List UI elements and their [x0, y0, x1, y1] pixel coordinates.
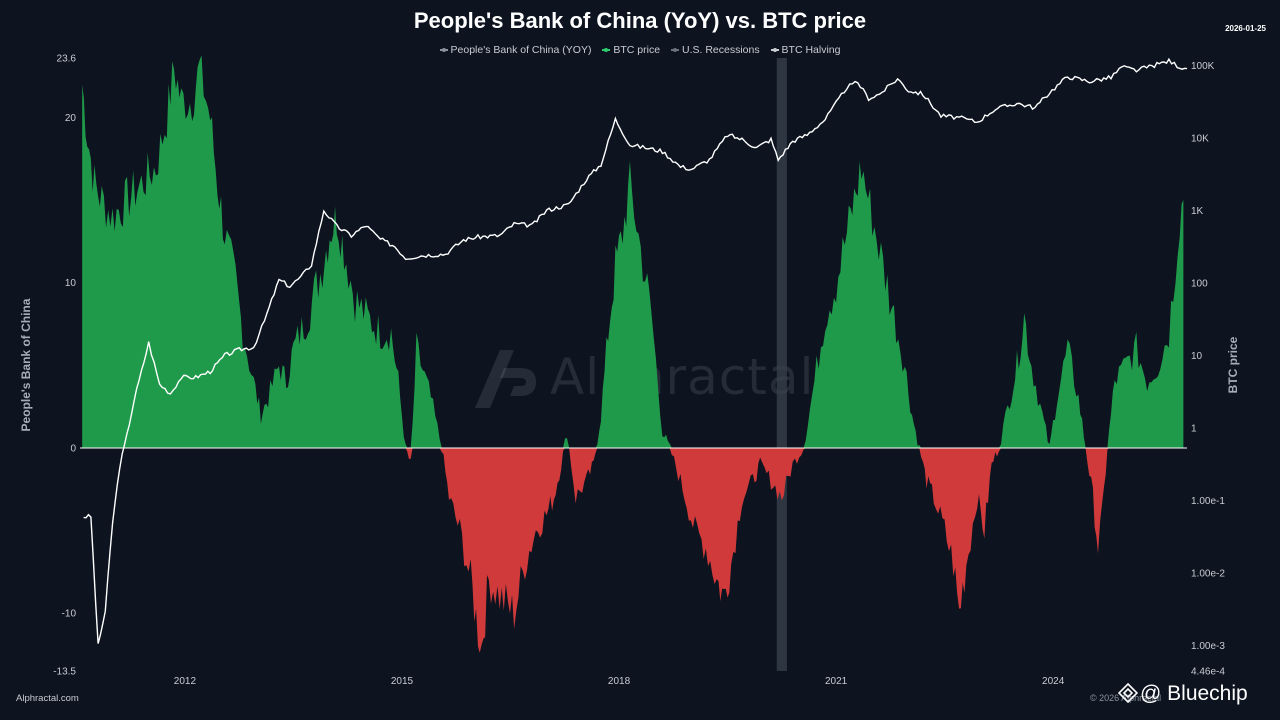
legend-label-pboc: People's Bank of China (YOY) [450, 44, 592, 56]
binance-diamond-icon [1118, 683, 1138, 703]
legend-item-halving[interactable]: BTC Halving [770, 44, 841, 56]
y-left-tick-label: -10 [62, 609, 77, 620]
brand-text: @ Bluechip [1140, 682, 1248, 705]
chart-date: 2026-01-25 [1225, 24, 1266, 33]
y-right-tick-label: 10K [1191, 133, 1209, 144]
right-axis-ticks: 100K 10K 1K 100 10 1 1.00e-1 1.00e-2 1.00e-3 4.46… [1191, 61, 1225, 678]
y-left-tick-label: 0 [70, 443, 76, 454]
watermark-text: Alphractal [550, 348, 815, 406]
legend-swatch-halving [770, 47, 779, 52]
x-axis-ticks: 2012 2015 2018 2021 2024 [174, 676, 1065, 687]
x-tick-label: 2018 [608, 676, 631, 687]
y-left-tick-label: 10 [65, 278, 77, 289]
legend-item-btc[interactable]: BTC price [602, 44, 660, 56]
pboc-positive-area [82, 55, 1184, 448]
y-right-tick-label: 1.00e-2 [1191, 569, 1225, 580]
legend-item-recessions[interactable]: U.S. Recessions [670, 44, 760, 56]
halving-band [776, 58, 787, 671]
source-label: Alphractal.com [16, 693, 79, 704]
y-left-tick-label: 20 [65, 113, 77, 124]
y-left-tick-label: 23.6 [57, 54, 77, 65]
y-left-tick-label: -13.5 [53, 667, 76, 678]
legend-swatch-recessions [670, 47, 679, 52]
alphractal-logo-icon [475, 350, 536, 408]
chart-title: People's Bank of China (YoY) vs. BTC pri… [413, 8, 867, 33]
legend-label-halving: BTC Halving [781, 44, 841, 56]
btc-price-line [83, 57, 1188, 644]
legend-swatch-btc [602, 47, 611, 52]
x-tick-label: 2015 [391, 676, 414, 687]
x-tick-label: 2024 [1042, 676, 1065, 687]
y-right-tick-label: 100K [1191, 61, 1215, 72]
y-right-tick-label: 10 [1191, 351, 1203, 362]
y-right-tick-label: 1.00e-3 [1191, 641, 1225, 652]
y-right-tick-label: 1 [1191, 423, 1197, 434]
y-axis-right-label: BTC price [1226, 336, 1240, 394]
legend-item-pboc[interactable]: People's Bank of China (YOY) [439, 44, 592, 56]
x-tick-label: 2012 [174, 676, 197, 687]
y-axis-left-label: People's Bank of China [19, 298, 33, 432]
copyright-label: © 2026 Alphractal [1090, 693, 1162, 703]
pboc-negative-area [82, 447, 1184, 653]
y-right-tick-label: 1K [1191, 206, 1204, 217]
y-right-tick-label: 1.00e-1 [1191, 496, 1225, 507]
y-right-tick-label: 4.46e-4 [1191, 667, 1225, 678]
legend-swatch-pboc [439, 47, 448, 52]
legend-label-btc: BTC price [613, 44, 661, 56]
brand-label: @ Bluechip [1118, 682, 1248, 706]
left-axis-ticks: 23.6 20 10 0 -10 -13.5 [53, 54, 76, 678]
pboc-area-group [82, 55, 1184, 653]
y-right-tick-label: 100 [1191, 278, 1208, 289]
legend: People's Bank of China (YOY) BTC price U… [0, 44, 1280, 56]
legend-label-recessions: U.S. Recessions [681, 44, 760, 56]
x-tick-label: 2021 [825, 676, 848, 687]
